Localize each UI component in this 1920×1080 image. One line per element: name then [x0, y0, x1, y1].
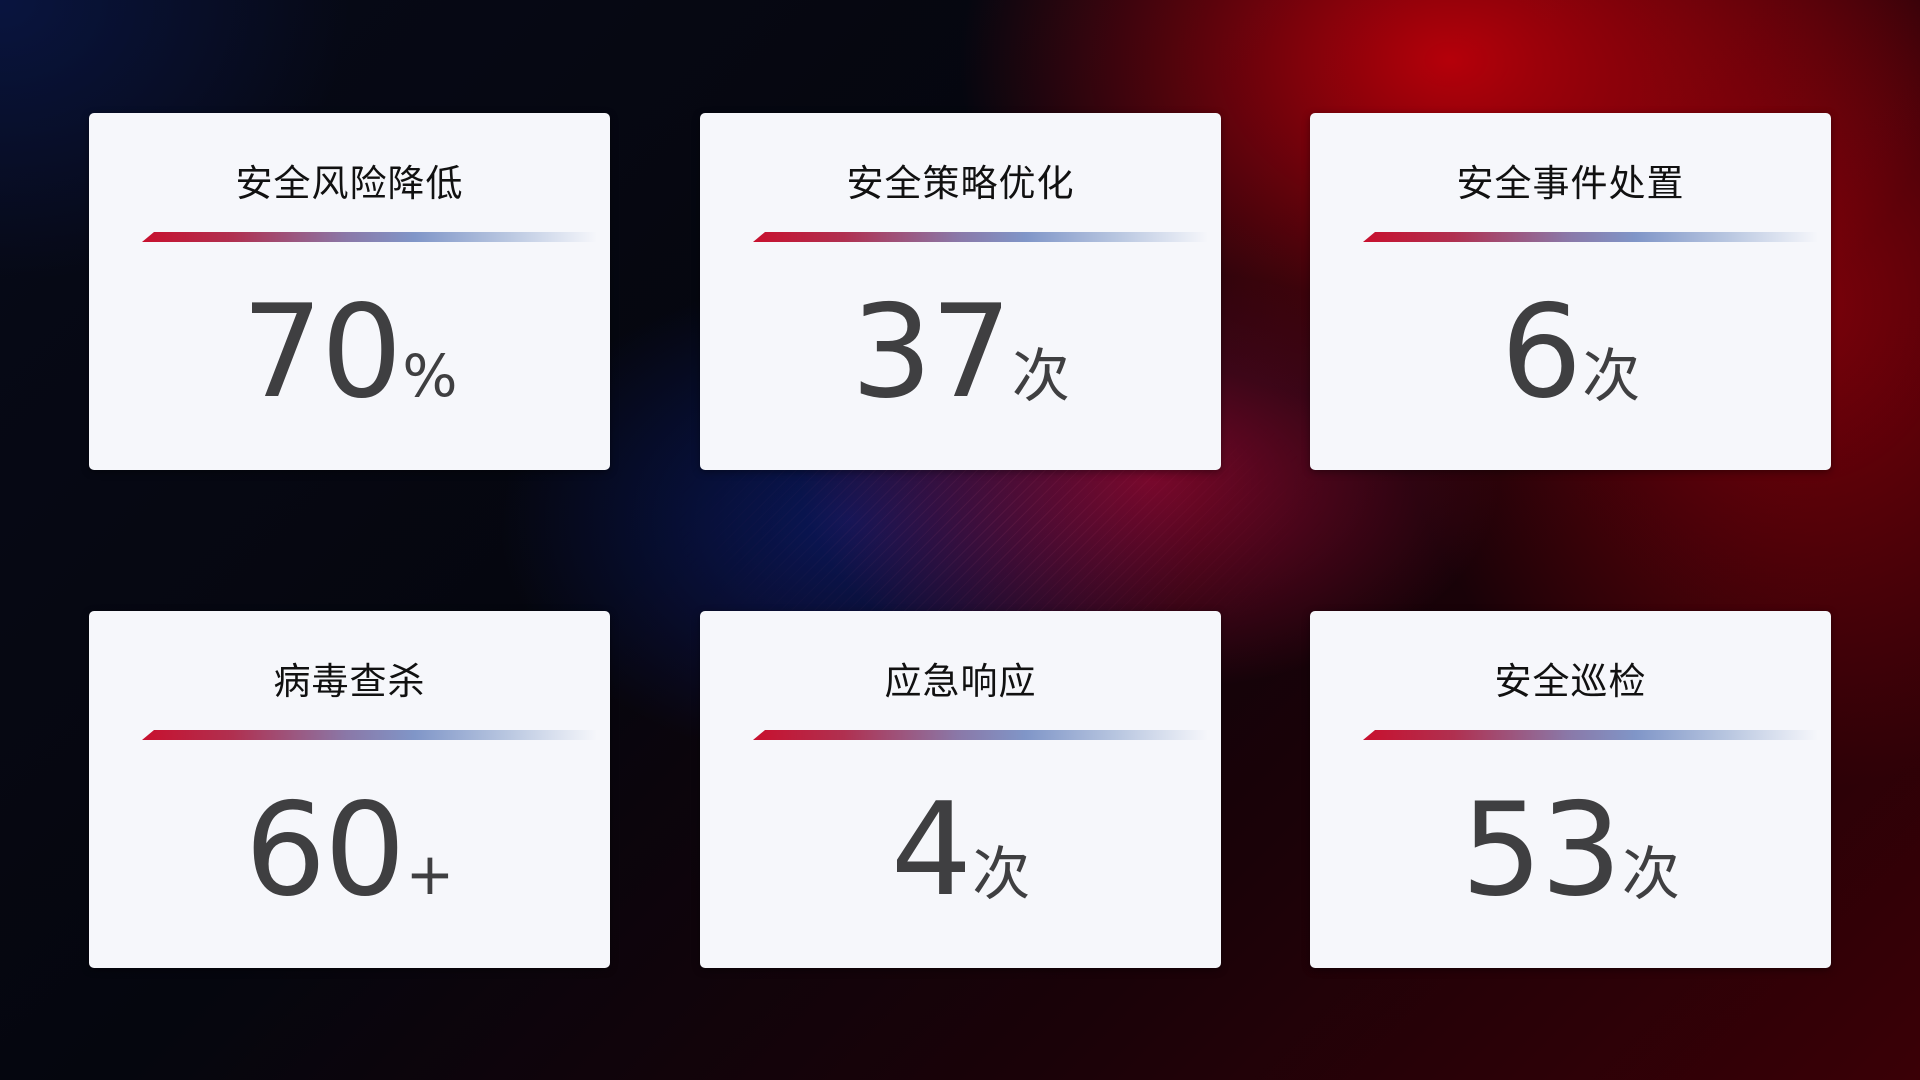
card-value: 4次 [700, 776, 1221, 925]
card-title: 安全巡检 [1494, 660, 1647, 703]
card-divider [753, 232, 1208, 242]
value-unit: 次 [1582, 342, 1641, 410]
card-divider [1363, 232, 1818, 242]
value-number: 4 [890, 776, 972, 925]
stat-card-risk-reduction: 安全风险降低 70% [89, 113, 610, 470]
card-title: 安全事件处置 [1456, 162, 1685, 205]
card-title: 安全风险降低 [235, 162, 464, 205]
stat-card-policy-optimization: 安全策略优化 37次 [700, 113, 1221, 470]
stat-card-incident-handling: 安全事件处置 6次 [1310, 113, 1831, 470]
stat-card-emergency-response: 应急响应 4次 [700, 611, 1221, 968]
card-value: 53次 [1310, 776, 1831, 925]
value-unit: 次 [1621, 840, 1680, 908]
card-title: 安全策略优化 [846, 162, 1075, 205]
card-divider [1363, 730, 1818, 740]
stat-card-security-inspection: 安全巡检 53次 [1310, 611, 1831, 968]
value-number: 70 [241, 278, 403, 427]
card-divider [753, 730, 1208, 740]
value-number: 6 [1500, 278, 1582, 427]
card-title: 病毒查杀 [273, 660, 426, 703]
value-number: 60 [244, 776, 406, 925]
card-divider [142, 232, 597, 242]
card-divider [142, 730, 597, 740]
value-number: 37 [851, 278, 1012, 427]
value-unit: % [402, 342, 458, 410]
card-value: 37次 [700, 278, 1221, 427]
card-title: 应急响应 [884, 660, 1037, 703]
stat-card-virus-removal: 病毒查杀 60+ [89, 611, 610, 968]
card-value: 70% [89, 278, 610, 427]
value-unit: 次 [972, 840, 1031, 908]
card-value: 60+ [89, 776, 610, 925]
value-number: 53 [1461, 776, 1622, 925]
value-unit: + [405, 840, 455, 908]
value-unit: 次 [1011, 342, 1070, 410]
card-value: 6次 [1310, 278, 1831, 427]
